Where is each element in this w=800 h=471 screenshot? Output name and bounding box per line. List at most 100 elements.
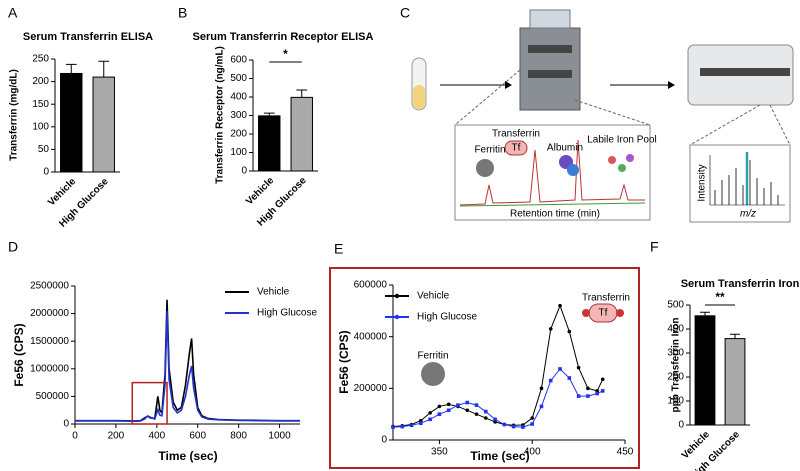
marker [548, 327, 553, 331]
panel-letter: C [400, 5, 410, 21]
y-tick-label: 400 [667, 324, 684, 335]
zoom-region [131, 381, 168, 425]
tf-lobe [616, 309, 624, 317]
hplc-module [528, 45, 572, 53]
panel-letter: F [650, 239, 659, 255]
bar [60, 72, 83, 173]
significance-label: ** [715, 290, 725, 304]
iron-icon [618, 164, 626, 172]
marker [437, 404, 442, 409]
marker [456, 403, 460, 407]
y-tick-label: 0 [678, 420, 684, 431]
x-axis-label: Time (sec) [158, 449, 217, 463]
x-tick-label: 600 [189, 431, 206, 442]
icp-ms-band [700, 68, 790, 76]
panel-letter: E [334, 241, 343, 257]
x-tick-label: 200 [108, 431, 125, 442]
x-tick-label: 1000 [268, 431, 291, 442]
marker [530, 422, 534, 426]
legend-label: High Glucose [417, 312, 477, 323]
marker [576, 365, 581, 370]
y-tick-label: 200 [32, 76, 49, 87]
zoom-line [769, 104, 791, 146]
marker [446, 408, 451, 413]
marker [502, 422, 507, 427]
marker [539, 404, 544, 409]
bar [694, 315, 716, 426]
marker [493, 417, 497, 422]
y-tick-label: 500 [230, 73, 247, 84]
y-tick-label: 500000 [36, 391, 70, 402]
bar [724, 338, 746, 426]
spectrum-bars [714, 160, 779, 205]
annotation: Tf [599, 308, 608, 319]
panel-letter: D [8, 239, 18, 255]
legend-marker [394, 314, 400, 320]
error-bar [730, 333, 740, 339]
zoom-line [689, 104, 761, 146]
bar [290, 96, 313, 172]
annotation: Ferritin [417, 351, 448, 362]
marker [595, 391, 599, 396]
y-tick-label: 150 [32, 99, 49, 110]
panel-letter: B [178, 5, 187, 21]
marker [400, 424, 405, 429]
marker [576, 394, 581, 398]
y-tick-label: 200 [230, 129, 247, 140]
error-bar [296, 89, 308, 98]
annotation: Transferrin [582, 293, 630, 304]
x-axis-label: Time (sec) [470, 449, 529, 463]
series-line [75, 310, 300, 423]
marker [548, 378, 553, 383]
chart-title: Serum Transferrin ELISA [23, 31, 153, 43]
y-tick-label: 400000 [354, 331, 388, 342]
hplc-bottles [529, 9, 571, 29]
marker [419, 421, 423, 426]
error-bar [65, 63, 77, 74]
y-tick-label: 50 [38, 144, 50, 155]
zoom-frame [329, 267, 640, 469]
legend-label: Vehicle [417, 291, 450, 302]
zoom-line [454, 69, 521, 126]
marker [511, 424, 516, 429]
y-tick-label: 300 [230, 110, 247, 121]
albumin-icon [567, 164, 579, 176]
y-tick-label: 2500000 [30, 281, 69, 292]
significance-label: * [283, 47, 288, 61]
marker [558, 303, 562, 308]
y-axis-label: Fe56 (CPS) [337, 330, 351, 393]
y-tick-label: 0 [381, 435, 387, 446]
marker [586, 394, 590, 398]
arrow-head [668, 81, 675, 89]
marker [600, 389, 605, 393]
x-tick-label: 450 [617, 447, 634, 458]
bar [92, 76, 115, 173]
ferritin-icon [476, 159, 494, 177]
y-tick-label: 2000000 [30, 308, 69, 319]
tf-icon [504, 140, 528, 156]
marker [484, 416, 488, 420]
chromatogram [459, 139, 645, 206]
y-tick-label: 100 [667, 396, 684, 407]
error-bar [98, 60, 110, 78]
transferrin-label: Transferrin [492, 129, 540, 140]
marker [484, 409, 488, 414]
legend-label: Vehicle [257, 287, 290, 298]
y-tick-label: 100 [32, 121, 49, 132]
y-tick-label: 0 [43, 167, 49, 178]
y-tick-label: 100 [230, 147, 247, 158]
y-tick-label: 250 [32, 54, 49, 65]
marker [558, 367, 562, 371]
x-tick-label: 350 [431, 447, 448, 458]
y-tick-label: 0 [241, 166, 247, 177]
marker [521, 425, 525, 429]
marker [586, 386, 590, 391]
spectrum-box [689, 144, 791, 223]
intensity-label: Intensity [697, 164, 708, 201]
workflow-diagram: Ferritin Transferrin Tf Albumin Labile I… [411, 9, 794, 223]
y-tick-label: 0 [63, 419, 69, 430]
x-tick-label: 0 [72, 431, 78, 442]
marker [446, 402, 451, 407]
x-tick-label: Vehicle [244, 175, 276, 207]
x-tick-label: Vehicle [46, 176, 78, 208]
